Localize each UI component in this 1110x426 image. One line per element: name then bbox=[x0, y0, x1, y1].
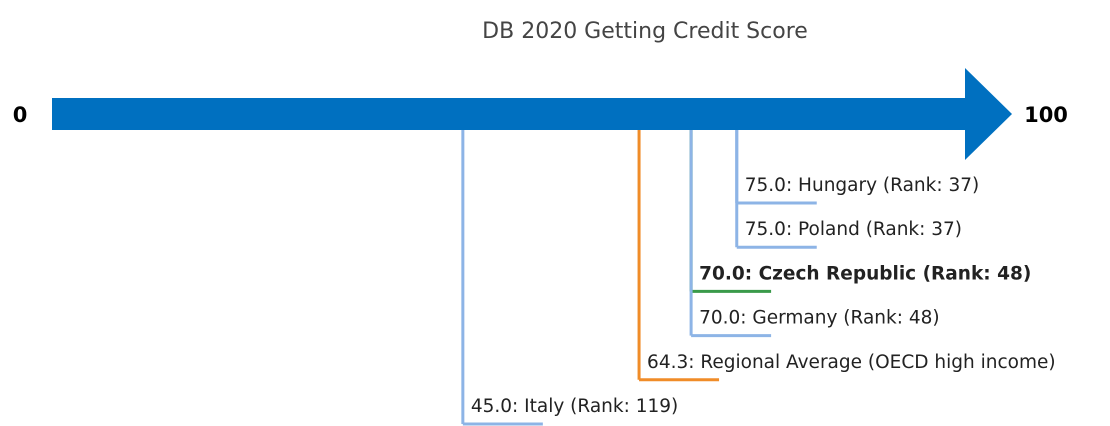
axis-shaft bbox=[52, 98, 965, 130]
marker-label: 64.3: Regional Average (OECD high income… bbox=[647, 352, 1056, 373]
chart-title: DB 2020 Getting Credit Score bbox=[482, 19, 808, 44]
axis-arrowhead bbox=[965, 68, 1012, 160]
marker-label: 75.0: Poland (Rank: 37) bbox=[745, 219, 962, 240]
marker-label: 70.0: Czech Republic (Rank: 48) bbox=[699, 263, 1031, 284]
axis-min-label: 0 bbox=[13, 103, 28, 127]
marker-label: 70.0: Germany (Rank: 48) bbox=[699, 308, 940, 329]
marker-label: 45.0: Italy (Rank: 119) bbox=[471, 396, 678, 417]
marker-label: 75.0: Hungary (Rank: 37) bbox=[745, 175, 980, 196]
axis-max-label: 100 bbox=[1024, 103, 1068, 127]
